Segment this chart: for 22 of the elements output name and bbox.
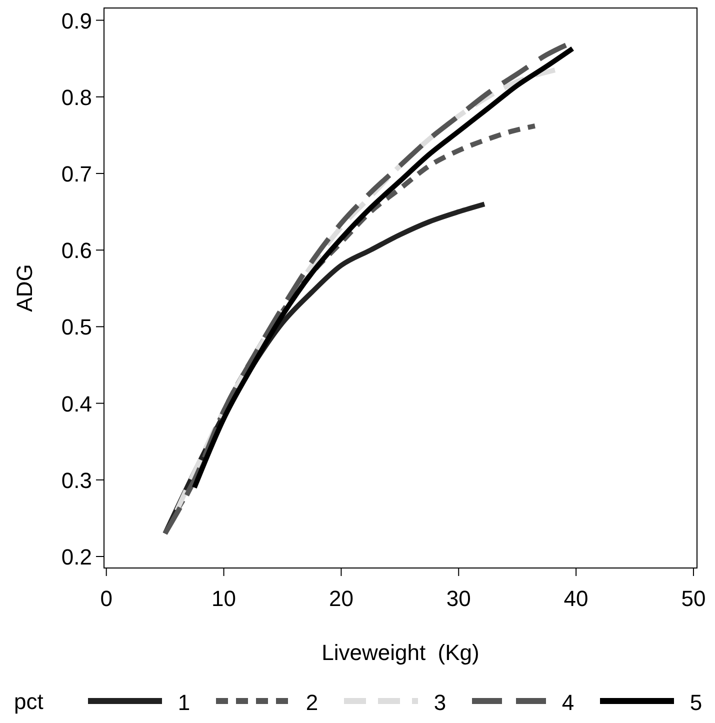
y-tick-label: 0.7: [61, 161, 92, 186]
x-tick-label: 10: [212, 586, 236, 611]
y-tick-label: 0.9: [61, 8, 92, 34]
x-tick-label: 30: [446, 586, 471, 611]
legend-label: 2: [306, 690, 318, 715]
y-tick-label: 0.8: [61, 84, 92, 110]
legend-label: 3: [434, 690, 446, 715]
legend-label: 1: [178, 690, 190, 715]
x-tick-label: 0: [100, 586, 112, 611]
legend-label: 5: [690, 690, 702, 715]
y-tick-label: 0.5: [61, 314, 92, 340]
x-tick-label: 50: [681, 586, 706, 611]
x-tick-label: 40: [564, 586, 588, 611]
legend-title: pct: [14, 689, 44, 714]
y-axis-title: ADG: [12, 264, 37, 312]
y-tick-label: 0.3: [61, 468, 92, 493]
y-tick-label: 0.6: [61, 238, 92, 264]
y-tick-label: 0.4: [61, 391, 92, 416]
x-tick-label: 20: [328, 586, 354, 611]
x-axis-title: Liveweight (Kg): [322, 640, 480, 665]
legend-label: 4: [562, 690, 574, 715]
y-tick-label: 0.2: [61, 544, 92, 570]
